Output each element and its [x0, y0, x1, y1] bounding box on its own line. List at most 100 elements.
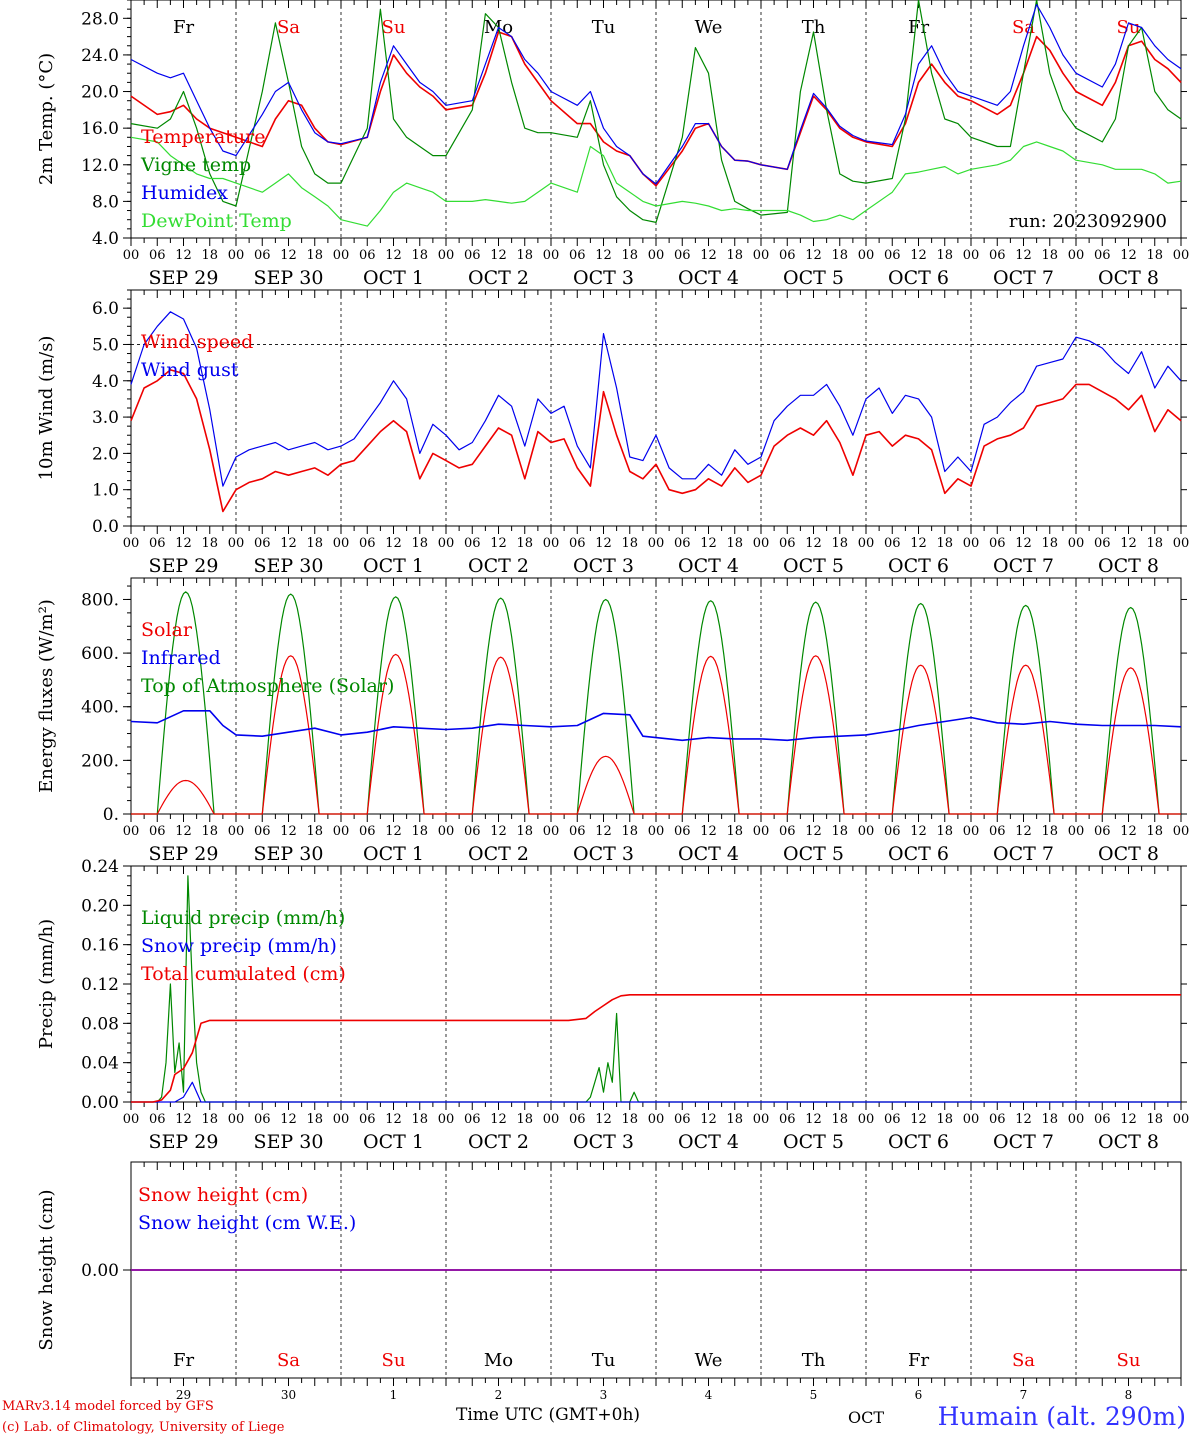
weekday-label: Tu: [592, 17, 616, 38]
date-label: SEP 30: [254, 1131, 324, 1153]
y-tick-label: 400.: [81, 698, 119, 718]
legend-temperature: Temperature: [141, 126, 265, 148]
weekday-label: Sa: [277, 1350, 300, 1371]
legend-wind-gust: Wind gust: [141, 359, 239, 381]
date-label: OCT 2: [468, 267, 529, 289]
legend-top-of-atmosphere-solar-: Top of Atmosphere (Solar): [141, 675, 394, 697]
weekday-label: Th: [802, 1350, 826, 1371]
hour-tick-label: 18: [201, 824, 218, 839]
hour-tick-label: 00: [858, 536, 875, 551]
y-tick-label: 600.: [81, 644, 119, 664]
hour-tick-label: 06: [779, 536, 796, 551]
location-label: Humain (alt. 290m): [937, 1402, 1186, 1431]
legend-solar: Solar: [141, 619, 193, 641]
hour-tick-label: 00: [123, 248, 140, 263]
hour-tick-label: 12: [595, 248, 612, 263]
hour-tick-label: 00: [543, 1112, 560, 1127]
legend-wind-speed: Wind speed: [141, 331, 253, 353]
date-label: OCT 8: [1098, 555, 1159, 577]
series-toa-solar: [131, 591, 1181, 815]
hour-tick-label: 06: [254, 536, 271, 551]
hour-tick-label: 06: [1094, 824, 1111, 839]
hour-tick-label: 12: [385, 1112, 402, 1127]
y-axis-label: Snow height (cm): [36, 1189, 57, 1350]
y-tick-label: 6.0: [92, 299, 119, 319]
y-tick-label: 0.: [103, 805, 119, 825]
hour-tick-label: 18: [1041, 1112, 1058, 1127]
y-axis-label: 2m Temp. (°C): [36, 53, 57, 185]
hour-tick-label: 06: [464, 536, 481, 551]
model-credit: MARv3.14 model forced by GFS: [2, 1399, 214, 1414]
hour-tick-label: 12: [385, 536, 402, 551]
hour-tick-label: 06: [464, 824, 481, 839]
date-label: OCT 2: [468, 555, 529, 577]
hour-tick-label: 18: [411, 1112, 428, 1127]
day-number-label: 4: [705, 1388, 713, 1402]
date-label: SEP 29: [149, 555, 219, 577]
hour-tick-label: 06: [779, 248, 796, 263]
hour-tick-label: 00: [963, 824, 980, 839]
date-label: OCT 1: [363, 555, 424, 577]
y-tick-label: 28.0: [81, 9, 119, 29]
hour-tick-label: 06: [569, 1112, 586, 1127]
hour-tick-label: 06: [359, 536, 376, 551]
hour-tick-label: 00: [438, 824, 455, 839]
legend-snow-height-cm-: Snow height (cm): [138, 1184, 308, 1206]
hour-tick-label: 12: [175, 536, 192, 551]
hour-tick-label: 18: [621, 824, 638, 839]
series-total-cumulated-cm-: [131, 993, 1181, 1103]
y-tick-label: 1.0: [92, 481, 119, 501]
hour-tick-label: 00: [753, 1112, 770, 1127]
legend-snow-height-cm-w-e-: Snow height (cm W.E.): [138, 1212, 356, 1234]
hour-tick-label: 06: [149, 536, 166, 551]
weekday-label: Fr: [908, 17, 929, 38]
y-tick-label: 0.00: [81, 1261, 119, 1281]
hour-tick-label: 00: [963, 536, 980, 551]
y-tick-label: 4.0: [92, 372, 119, 392]
hour-tick-label: 06: [674, 536, 691, 551]
hour-tick-label: 12: [385, 248, 402, 263]
hour-tick-label: 06: [149, 1112, 166, 1127]
y-tick-label: 24.0: [81, 46, 119, 66]
hour-tick-label: 18: [516, 1112, 533, 1127]
hour-tick-label: 12: [805, 824, 822, 839]
date-label: SEP 30: [254, 267, 324, 289]
date-label: OCT 4: [678, 555, 739, 577]
hour-tick-label: 06: [254, 1112, 271, 1127]
y-tick-label: 0.20: [81, 896, 119, 916]
hour-tick-label: 06: [674, 248, 691, 263]
hour-tick-label: 12: [1015, 536, 1032, 551]
y-axis-label: 10m Wind (m/s): [36, 336, 57, 481]
hour-tick-label: 12: [385, 824, 402, 839]
y-tick-label: 5.0: [92, 335, 119, 355]
hour-tick-label: 12: [910, 248, 927, 263]
hour-tick-label: 00: [228, 824, 245, 839]
hour-tick-label: 18: [726, 824, 743, 839]
hour-tick-label: 12: [805, 536, 822, 551]
hour-tick-label: 00: [858, 824, 875, 839]
hour-tick-label: 06: [359, 1112, 376, 1127]
day-number-label: 1: [390, 1388, 398, 1402]
hour-tick-label: 12: [490, 1112, 507, 1127]
legend-vigne-temp: Vigne temp: [140, 154, 251, 176]
hour-tick-label: 06: [884, 1112, 901, 1127]
hour-tick-label: 06: [989, 248, 1006, 263]
hour-tick-label: 18: [936, 824, 953, 839]
y-axis-label: Energy fluxes (W/m²): [36, 599, 57, 793]
hour-tick-label: 06: [1094, 1112, 1111, 1127]
hour-tick-label: 06: [149, 824, 166, 839]
hour-tick-label: 18: [516, 824, 533, 839]
hour-tick-label: 12: [700, 536, 717, 551]
hour-tick-label: 00: [1068, 1112, 1085, 1127]
series-wind-speed: [130, 369, 1182, 513]
hour-tick-label: 06: [464, 248, 481, 263]
date-label: SEP 29: [149, 1131, 219, 1153]
date-label: OCT 8: [1098, 267, 1159, 289]
series-temperature: [130, 31, 1182, 187]
hour-tick-label: 18: [411, 536, 428, 551]
day-number-label: 29: [176, 1388, 191, 1402]
hour-tick-label: 12: [700, 824, 717, 839]
weekday-label: Fr: [173, 17, 194, 38]
hour-tick-label: 12: [1015, 1112, 1032, 1127]
hour-tick-label: 18: [201, 1112, 218, 1127]
